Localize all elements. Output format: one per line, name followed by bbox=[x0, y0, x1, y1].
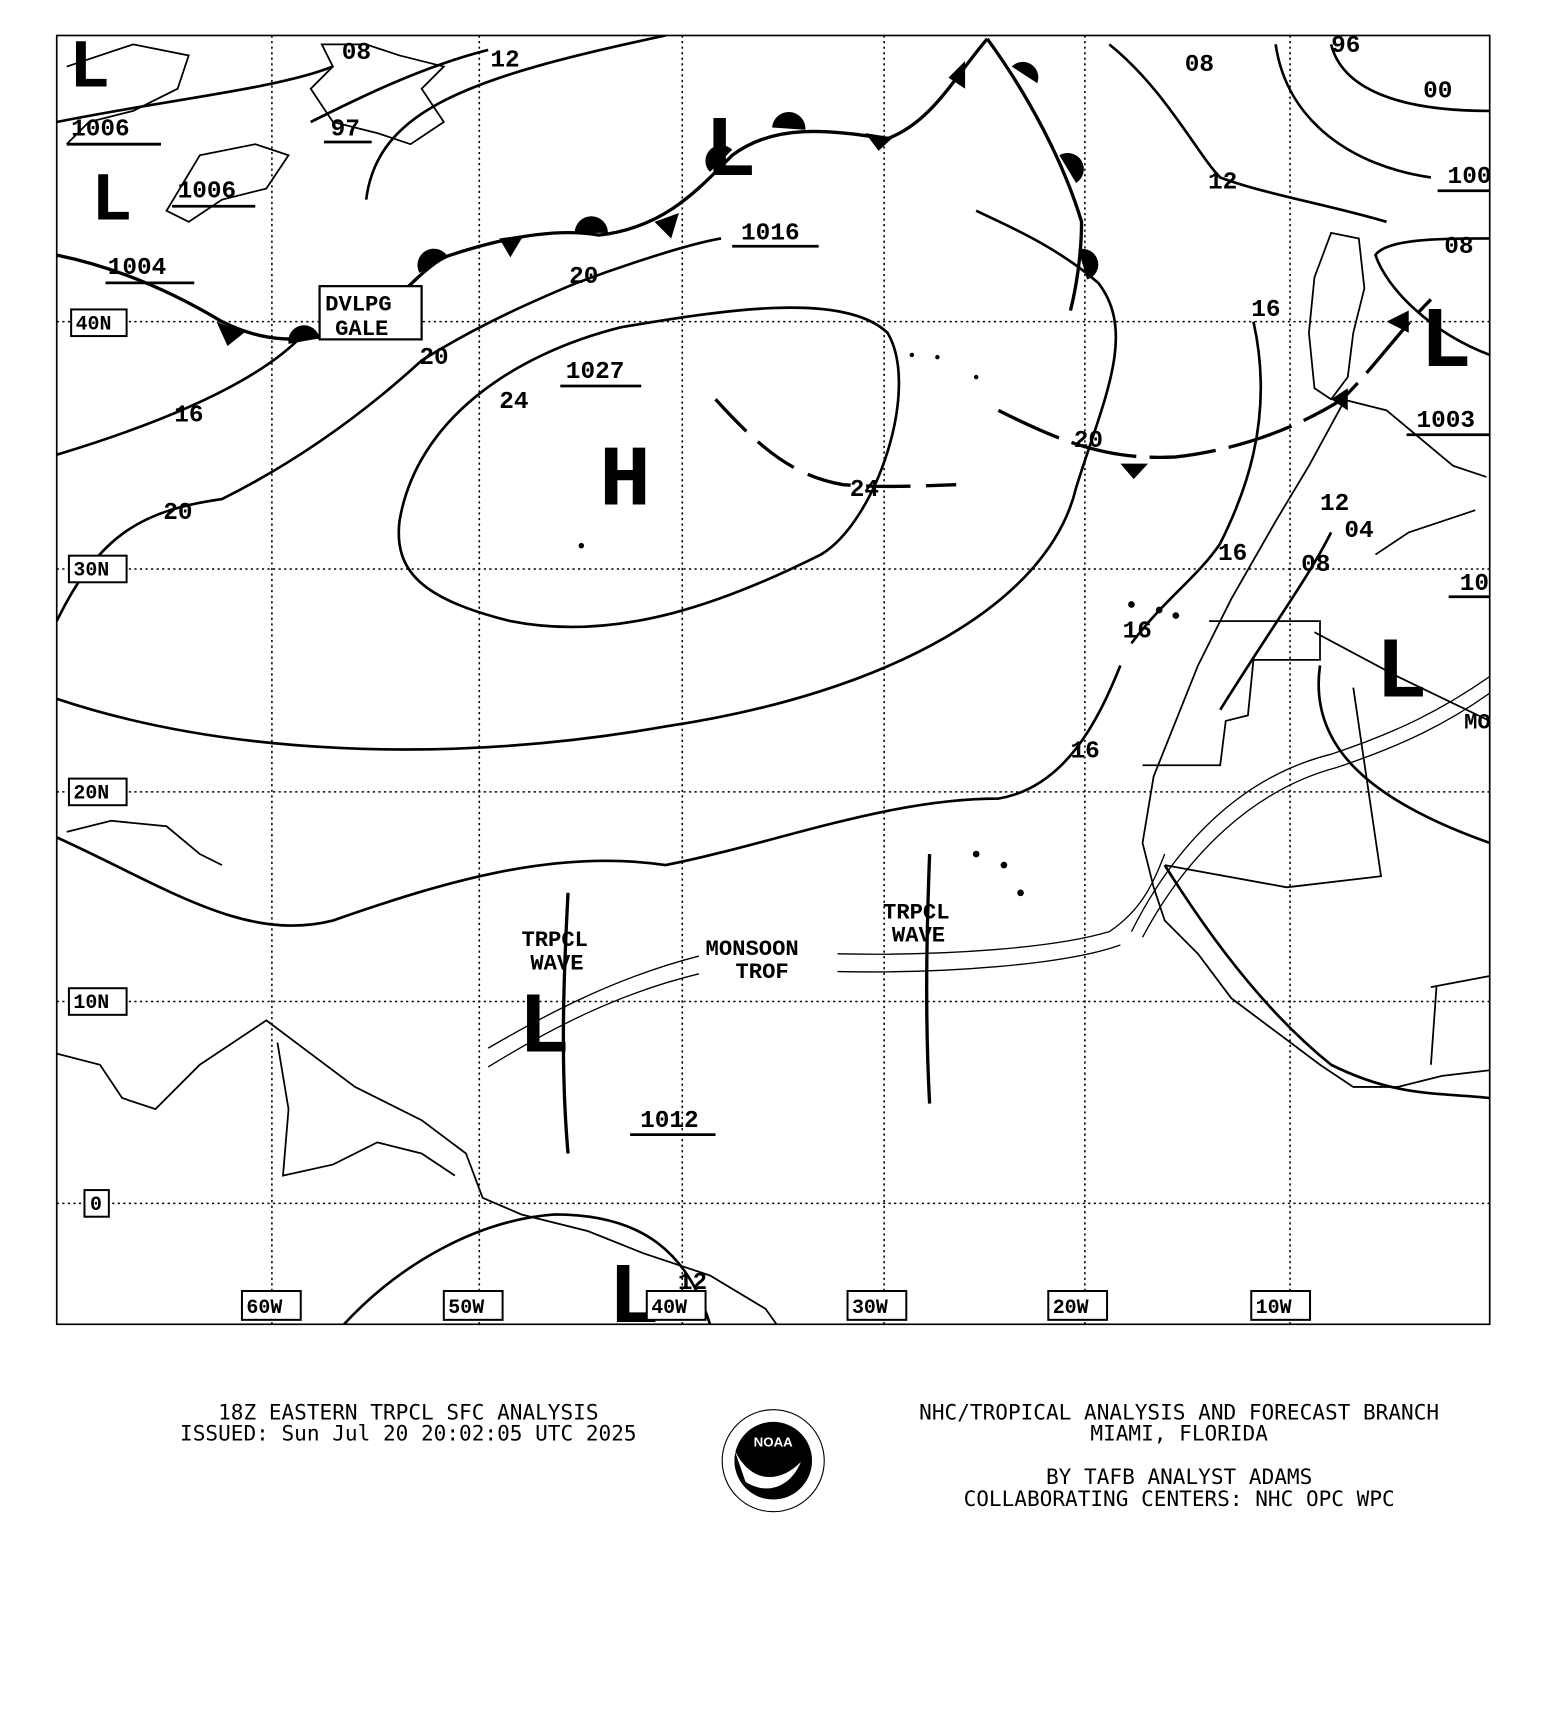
monsoon-trough-label: TROF bbox=[736, 960, 789, 985]
collaborating-centers: COLLABORATING CENTERS: NHC OPC WPC bbox=[964, 1486, 1395, 1511]
pressure-value: 100 bbox=[1448, 164, 1492, 191]
stationary-front bbox=[997, 298, 1433, 460]
isobar-label: 20 bbox=[163, 500, 192, 527]
isobar-label: 08 bbox=[1301, 552, 1330, 579]
svg-text:30W: 30W bbox=[852, 1296, 888, 1319]
isobar-label: 12 bbox=[1320, 491, 1349, 518]
isobar-label: 96 bbox=[1331, 33, 1360, 60]
svg-text:0: 0 bbox=[90, 1193, 102, 1216]
isobar-label: 12 bbox=[490, 48, 519, 75]
lat-label: 30N bbox=[67, 554, 128, 584]
low-center-symbol: L bbox=[1420, 294, 1472, 392]
lat-lon-grid bbox=[56, 35, 1490, 1325]
lon-label: 10W bbox=[1250, 1290, 1312, 1321]
pressure-value: 1004 bbox=[108, 255, 167, 282]
isobar-label: 16 bbox=[1251, 297, 1280, 324]
tropical-wave-1 bbox=[561, 892, 570, 1154]
svg-text:40W: 40W bbox=[651, 1296, 687, 1319]
pressure-value: 1027 bbox=[566, 359, 625, 386]
isobar-label: 16 bbox=[1123, 619, 1152, 646]
pressure-value: 1012 bbox=[640, 1108, 699, 1135]
coastlines bbox=[56, 43, 1490, 1325]
pressure-value: 97 bbox=[331, 116, 360, 143]
gale-label: DVLPG bbox=[325, 293, 392, 318]
svg-text:30N: 30N bbox=[73, 559, 109, 582]
lon-label: 60W bbox=[240, 1290, 302, 1321]
edge-label: MO bbox=[1464, 711, 1491, 736]
lat-label: 10N bbox=[67, 987, 128, 1016]
issuing-branch: NHC/TROPICAL ANALYSIS AND FORECAST BRANC… bbox=[919, 1400, 1439, 1425]
lon-label: 30W bbox=[846, 1290, 908, 1321]
isobar-label: 20 bbox=[419, 345, 448, 372]
svg-text:20W: 20W bbox=[1053, 1296, 1089, 1319]
lon-label: 40W bbox=[645, 1290, 707, 1321]
front-symbols bbox=[216, 61, 1409, 411]
map-frame bbox=[55, 34, 1491, 1326]
trough-dashed bbox=[714, 398, 957, 489]
pressure-value: 1006 bbox=[71, 116, 130, 143]
low-center-symbol: L bbox=[518, 979, 570, 1077]
isobar-label: 08 bbox=[1185, 52, 1214, 79]
svg-text:20N: 20N bbox=[73, 782, 109, 805]
tropical-wave-label: WAVE bbox=[530, 951, 583, 976]
svg-text:10W: 10W bbox=[1256, 1296, 1292, 1319]
svg-text:NOAA: NOAA bbox=[754, 1434, 794, 1449]
low-center-symbol: L bbox=[1375, 625, 1427, 723]
isobar-label: 16 bbox=[1070, 739, 1099, 766]
chart-title: 18Z EASTERN TRPCL SFC ANALYSIS bbox=[218, 1400, 598, 1425]
svg-text:40N: 40N bbox=[76, 312, 112, 335]
lat-label: 0 bbox=[83, 1189, 110, 1218]
monsoon-trough-label: MONSOON bbox=[706, 937, 799, 962]
tropical-wave-label: WAVE bbox=[892, 924, 945, 949]
pressure-value: 1003 bbox=[1417, 408, 1476, 435]
low-center-symbol: L bbox=[69, 30, 110, 108]
low-center-symbol: L bbox=[91, 163, 132, 241]
issued-time: ISSUED: Sun Jul 20 20:02:05 UTC 2025 bbox=[180, 1421, 637, 1446]
isobar-label: 04 bbox=[1344, 518, 1373, 545]
isobar-label: 12 bbox=[1208, 170, 1237, 197]
isobar-label: 24 bbox=[499, 389, 528, 416]
isobar-label: 16 bbox=[174, 402, 203, 429]
issuing-location: MIAMI, FLORIDA bbox=[1090, 1421, 1268, 1446]
svg-text:10N: 10N bbox=[73, 991, 109, 1014]
isobar-label: 20 bbox=[1074, 428, 1103, 455]
isobar-label: 24 bbox=[850, 477, 879, 504]
isobar-label: 20 bbox=[569, 264, 598, 291]
isobar-label: 08 bbox=[1444, 234, 1473, 261]
lon-label: 20W bbox=[1047, 1290, 1109, 1321]
isobar-label: 16 bbox=[1218, 541, 1247, 568]
monsoon-trough bbox=[487, 853, 1166, 1068]
isobars bbox=[56, 35, 1490, 1325]
isobar-label: 00 bbox=[1423, 79, 1452, 106]
svg-text:50W: 50W bbox=[448, 1296, 484, 1319]
lon-label: 50W bbox=[442, 1290, 504, 1321]
noaa-logo: NOAA bbox=[721, 1409, 825, 1513]
high-center-symbol: H bbox=[599, 433, 651, 531]
gale-label: GALE bbox=[335, 317, 388, 342]
tropical-wave-2 bbox=[925, 853, 932, 1104]
low-center-symbol: L bbox=[704, 103, 756, 201]
tropical-wave-label: TRPCL bbox=[883, 900, 950, 925]
isobar-label: 08 bbox=[342, 40, 371, 67]
analyst: BY TAFB ANALYST ADAMS bbox=[1046, 1464, 1312, 1489]
tropical-wave-label: TRPCL bbox=[521, 928, 588, 953]
lat-label: 20N bbox=[67, 777, 128, 807]
lat-label: 40N bbox=[70, 308, 128, 338]
svg-text:60W: 60W bbox=[246, 1296, 282, 1319]
pressure-value: 1006 bbox=[178, 178, 237, 205]
pressure-value: 1016 bbox=[741, 221, 800, 248]
pressure-value: 10 bbox=[1460, 571, 1489, 598]
